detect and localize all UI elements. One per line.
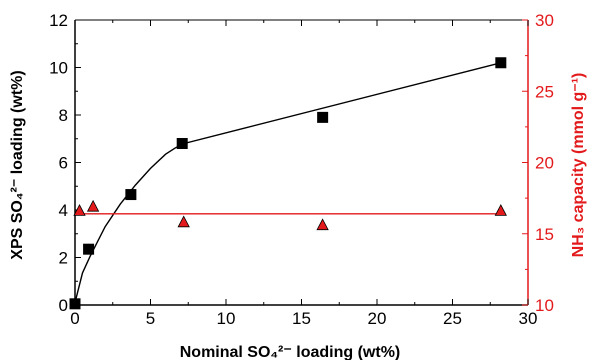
y2-tick-label: 25 [535,82,554,101]
x-tick-label: 5 [146,309,155,328]
y-axis-label: XPS SO₄²⁻ loading (wt%) [9,70,26,259]
y2-tick-label: 30 [535,11,554,30]
y-tick-label: 6 [59,154,68,173]
nh3-capacity-point [494,204,507,216]
xps-loading-point [495,57,507,69]
x-tick-label: 20 [368,309,387,328]
x-tick-label: 30 [519,309,538,328]
x-axis-label: Nominal SO₄²⁻ loading (wt%) [180,344,401,360]
y-tick-label: 8 [59,106,68,125]
xps-loading-point [317,111,329,123]
nh3-capacity-point [86,199,100,212]
axes: 0 5 10 15 20 25 30 0 2 4 6 8 10 12 10 15 20 25 30 [49,11,554,328]
x-tick-label: 0 [70,309,79,328]
y-tick-label: 2 [59,249,68,268]
x-tick-label: 25 [443,309,462,328]
y-tick-label: 10 [49,59,68,78]
y2-tick-label: 20 [535,154,554,173]
nh3-capacity-point [177,215,190,228]
xps-loading-point [69,298,81,310]
nh3-capacity-point [316,218,329,231]
xps-loading-point [83,243,95,255]
y-tick-label: 4 [59,201,68,220]
x-tick-label: 10 [217,309,236,328]
nh3-capacity-point [73,204,86,216]
axis-labels: Nominal SO₄²⁻ loading (wt%) XPS SO₄²⁻ lo… [9,70,587,360]
y2-axis-label: NH₃ capacity (mmol g⁻¹) [570,73,587,258]
y-tick-label: 12 [49,11,68,30]
x-tick-label: 15 [292,309,311,328]
xps-loading-point [125,189,137,201]
fit-lines [74,62,501,303]
xps-loading-fit-line [74,62,501,303]
xps-loading-point [176,138,188,149]
y2-tick-label: 10 [535,296,554,315]
data-markers [69,57,507,310]
y2-tick-label: 15 [535,225,554,244]
y-tick-label: 0 [59,296,68,315]
